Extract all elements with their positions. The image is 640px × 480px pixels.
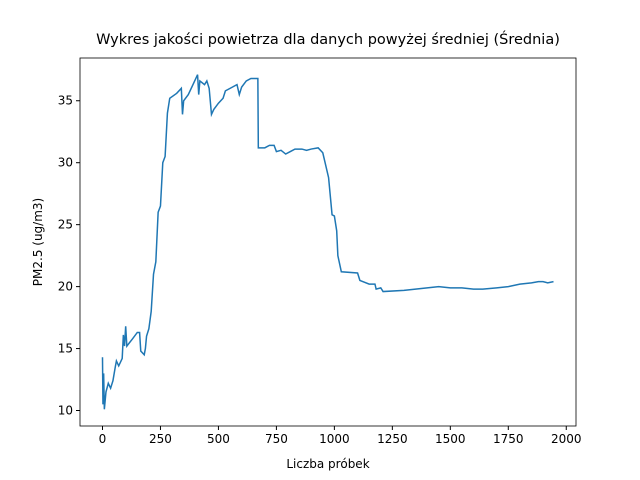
y-tick-label: 30 xyxy=(58,156,73,170)
x-tick-label: 1500 xyxy=(435,432,466,446)
x-tick-label: 500 xyxy=(207,432,230,446)
x-tick-label: 2000 xyxy=(551,432,582,446)
data-line xyxy=(101,74,554,410)
y-tick-label: 15 xyxy=(58,342,73,356)
x-tick-label: 250 xyxy=(149,432,172,446)
chart-title: Wykres jakości powietrza dla danych powy… xyxy=(96,30,560,48)
y-tick-label: 25 xyxy=(58,218,73,232)
y-tick-label: 35 xyxy=(58,94,73,108)
x-tick-label: 750 xyxy=(265,432,288,446)
plot-frame xyxy=(79,57,577,427)
y-tick-label: 10 xyxy=(58,404,73,418)
y-axis-label: PM2.5 (ug/m3) xyxy=(31,198,45,286)
x-axis-label: Liczba próbek xyxy=(286,457,369,471)
x-tick-label: 0 xyxy=(99,432,107,446)
x-tick-label: 1750 xyxy=(493,432,524,446)
x-tick-label: 1250 xyxy=(377,432,408,446)
x-tick-label: 1000 xyxy=(319,432,350,446)
y-tick-label: 20 xyxy=(58,280,73,294)
